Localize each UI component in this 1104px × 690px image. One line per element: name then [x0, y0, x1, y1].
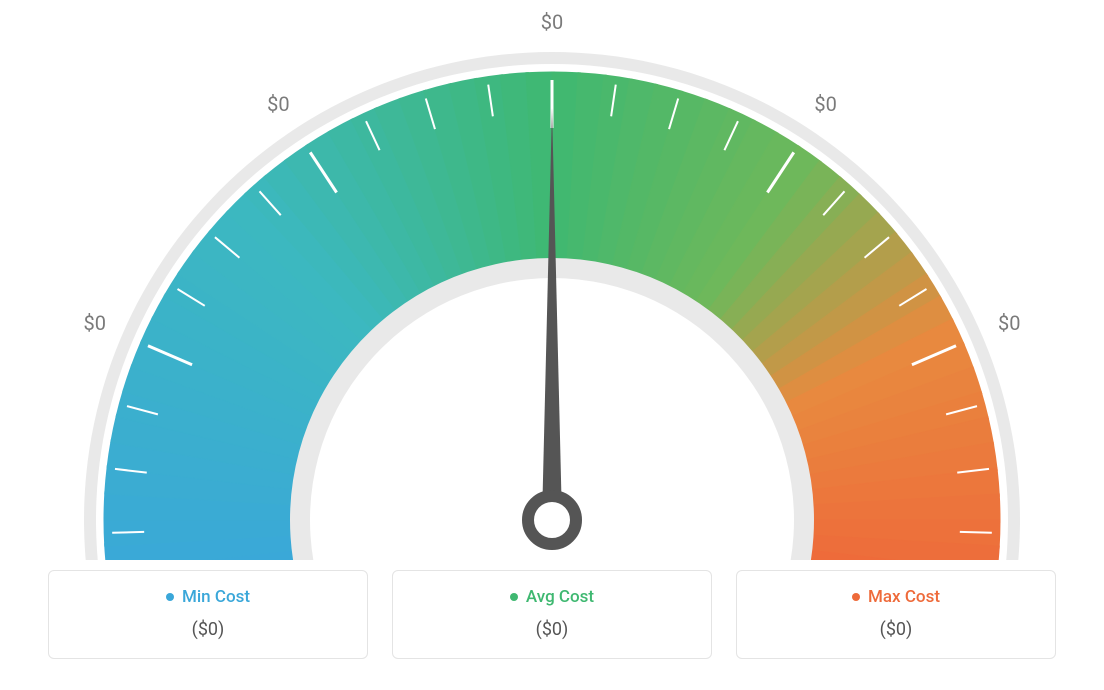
gauge-tick-label: $0: [83, 311, 105, 335]
legend-value: ($0): [411, 619, 693, 640]
legend-label-row: Avg Cost: [411, 587, 693, 607]
legend-label: Max Cost: [868, 587, 940, 607]
legend-card: Max Cost ($0): [736, 570, 1056, 659]
legend-row: Min Cost ($0) Avg Cost ($0) Max Cost ($0): [0, 570, 1104, 659]
gauge-tick-label: $0: [541, 10, 563, 34]
legend-card: Min Cost ($0): [48, 570, 368, 659]
legend-label-row: Max Cost: [755, 587, 1037, 607]
legend-value: ($0): [67, 619, 349, 640]
gauge-tick-label: $0: [814, 92, 836, 116]
legend-dot-icon: [510, 593, 518, 601]
legend-card: Avg Cost ($0): [392, 570, 712, 659]
cost-gauge-widget: $0$0$0$0$0$0$0 Min Cost($0)Avg Cost($0)M…: [0, 0, 1104, 690]
gauge-tick-label: $0: [267, 92, 289, 116]
gauge-area: $0$0$0$0$0$0$0: [0, 0, 1104, 560]
legend-dot-icon: [166, 593, 174, 601]
legend-value: ($0): [755, 619, 1037, 640]
legend-label-row: Min Cost: [67, 587, 349, 607]
legend-label: Min Cost: [182, 587, 250, 607]
gauge-tick-label: $0: [998, 311, 1020, 335]
legend-dot-icon: [852, 593, 860, 601]
gauge-tick-minor: [960, 532, 992, 533]
gauge-needle-hub: [528, 496, 576, 544]
gauge-chart: $0$0$0$0$0$0$0: [0, 0, 1104, 560]
gauge-tick-minor: [112, 532, 144, 533]
legend-label: Avg Cost: [526, 587, 594, 607]
